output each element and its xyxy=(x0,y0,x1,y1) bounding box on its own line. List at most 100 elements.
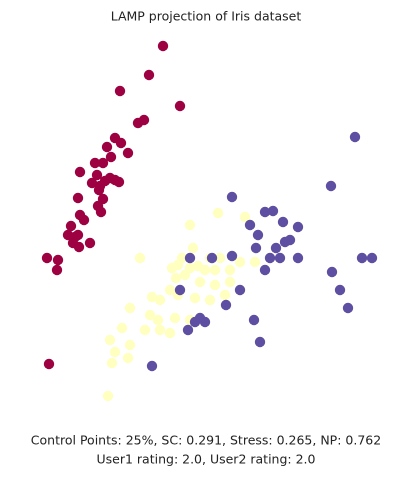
point xyxy=(270,242,282,254)
point xyxy=(104,334,116,346)
point xyxy=(101,141,113,153)
point xyxy=(259,206,271,218)
point xyxy=(206,252,218,264)
point xyxy=(109,346,121,358)
point xyxy=(325,180,337,192)
point xyxy=(106,357,118,369)
point xyxy=(267,205,279,217)
point xyxy=(292,252,304,264)
point xyxy=(214,252,226,264)
point xyxy=(226,250,238,262)
point xyxy=(189,316,201,328)
point xyxy=(366,252,378,264)
point xyxy=(349,131,361,143)
point xyxy=(334,284,346,296)
point xyxy=(139,324,151,336)
point xyxy=(249,256,261,268)
point xyxy=(164,284,176,296)
point xyxy=(122,352,134,364)
point xyxy=(199,316,211,328)
point xyxy=(250,242,262,254)
point xyxy=(95,206,107,218)
point xyxy=(89,157,101,169)
point xyxy=(132,117,144,129)
point xyxy=(69,231,81,243)
point xyxy=(154,324,166,336)
point xyxy=(224,264,236,276)
point xyxy=(43,358,55,370)
point xyxy=(169,312,181,324)
point xyxy=(226,191,238,203)
point xyxy=(342,302,354,314)
point xyxy=(187,242,199,254)
point xyxy=(124,302,136,314)
point xyxy=(224,276,236,288)
point xyxy=(182,324,194,336)
point xyxy=(157,40,169,52)
point xyxy=(194,276,206,288)
point xyxy=(113,176,125,188)
point xyxy=(184,219,196,231)
point xyxy=(209,264,221,276)
point xyxy=(254,336,266,348)
point xyxy=(144,309,156,321)
caption: Control Points: 25%, SC: 0.291, Stress: … xyxy=(31,433,381,448)
point xyxy=(116,322,128,334)
point xyxy=(220,299,232,311)
point xyxy=(264,252,276,264)
point xyxy=(274,252,286,264)
point xyxy=(78,214,90,226)
point xyxy=(154,294,166,306)
point xyxy=(122,147,134,159)
point xyxy=(73,241,85,253)
point xyxy=(244,219,256,231)
point xyxy=(102,390,114,402)
point xyxy=(74,166,86,178)
point xyxy=(114,85,126,97)
point xyxy=(91,169,103,181)
point xyxy=(146,360,158,372)
point xyxy=(72,192,84,204)
point xyxy=(252,229,264,241)
point xyxy=(326,266,338,278)
caption: User1 rating: 2.0, User2 rating: 2.0 xyxy=(97,452,316,467)
point xyxy=(356,252,368,264)
point xyxy=(184,252,196,264)
point xyxy=(52,254,64,266)
point xyxy=(248,314,260,326)
point xyxy=(199,264,211,276)
point xyxy=(164,327,176,339)
point xyxy=(146,291,158,303)
point xyxy=(292,221,304,233)
point xyxy=(234,284,246,296)
point xyxy=(86,177,98,189)
point xyxy=(189,292,201,304)
point xyxy=(174,284,186,296)
point xyxy=(204,294,216,306)
point xyxy=(51,264,63,276)
point xyxy=(277,216,289,228)
point xyxy=(234,256,246,268)
point xyxy=(143,69,155,81)
point xyxy=(104,172,116,184)
point xyxy=(166,262,178,274)
point xyxy=(219,289,231,301)
point xyxy=(97,157,109,169)
point xyxy=(134,252,146,264)
point xyxy=(170,272,182,284)
point xyxy=(84,237,96,249)
point xyxy=(152,314,164,326)
point xyxy=(212,207,224,219)
point xyxy=(93,184,105,196)
point xyxy=(239,211,251,223)
point xyxy=(174,100,186,112)
point xyxy=(41,252,53,264)
point xyxy=(115,137,127,149)
point xyxy=(209,279,221,291)
point xyxy=(105,151,117,163)
chart-title: LAMP projection of Iris dataset xyxy=(111,9,302,24)
point xyxy=(124,339,136,351)
point xyxy=(179,269,191,281)
point xyxy=(259,264,271,276)
